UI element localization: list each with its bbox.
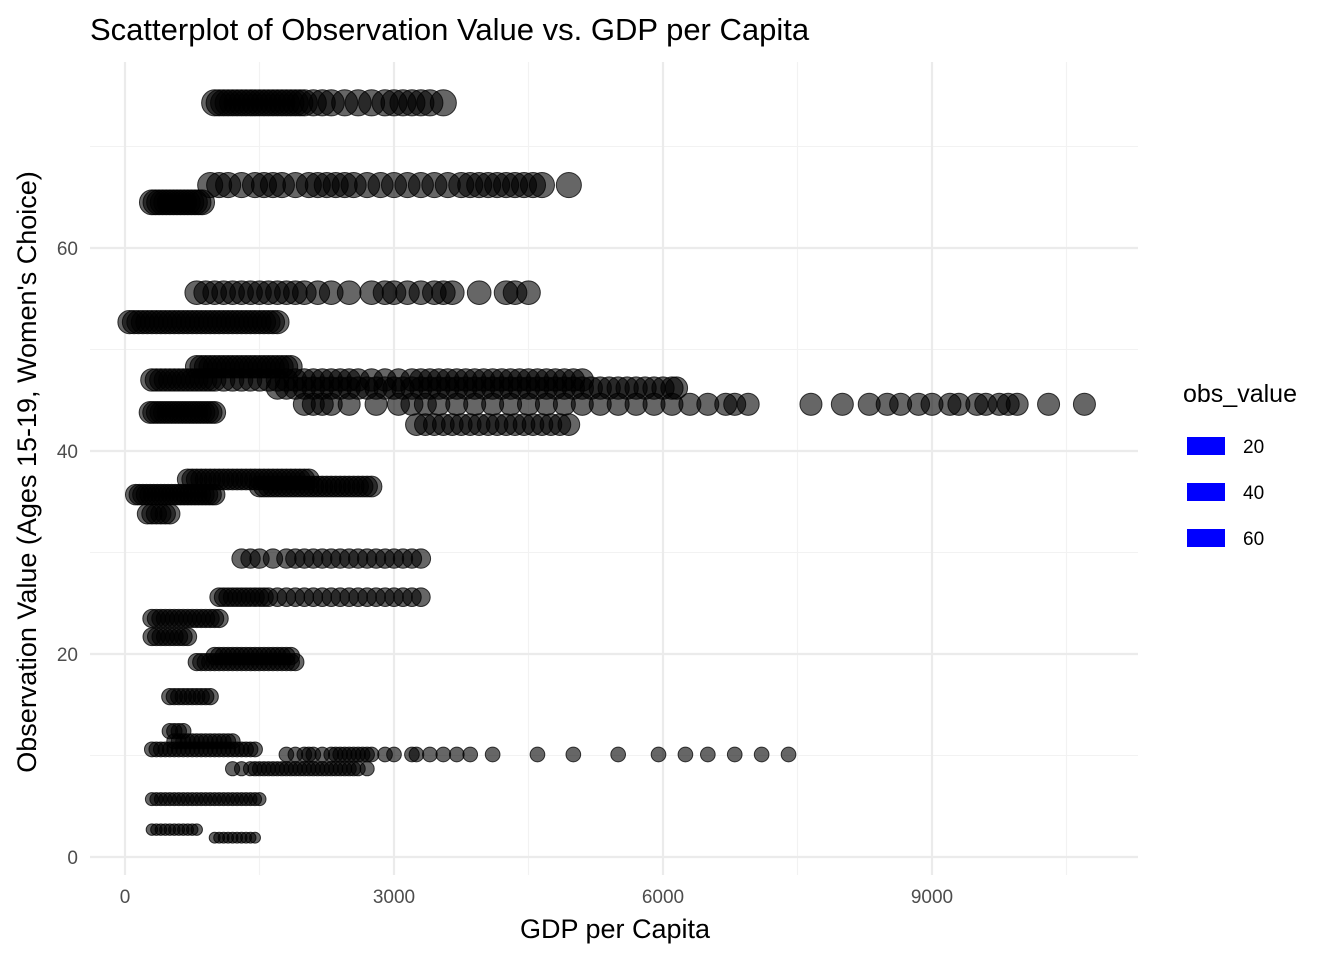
legend-key-point xyxy=(1199,439,1213,453)
legend-keys: 20 40 60 xyxy=(1187,437,1264,550)
data-point xyxy=(252,792,267,807)
data-point xyxy=(1072,392,1096,416)
x-axis-title: GDP per Capita xyxy=(520,914,711,944)
data-point xyxy=(408,746,425,763)
y-tick-label: 0 xyxy=(67,848,78,869)
data-point xyxy=(1037,392,1061,416)
legend-label: 60 xyxy=(1243,529,1264,550)
x-tick-label: 9000 xyxy=(911,887,953,908)
data-point xyxy=(363,746,380,763)
data-point xyxy=(265,309,290,335)
data-point xyxy=(466,280,492,305)
data-point xyxy=(610,746,627,763)
data-point xyxy=(159,503,181,525)
data-point xyxy=(557,413,581,436)
data-point xyxy=(410,548,432,569)
data-point xyxy=(555,172,582,199)
legend-key-point xyxy=(1197,529,1215,547)
data-point xyxy=(435,746,452,763)
data-point xyxy=(799,392,823,416)
data-point xyxy=(830,392,854,416)
data-point xyxy=(209,608,229,629)
data-point xyxy=(677,746,694,763)
data-point xyxy=(528,172,555,199)
data-point xyxy=(1005,392,1029,416)
data-point xyxy=(178,627,198,647)
data-point xyxy=(364,392,388,416)
data-point xyxy=(422,746,438,763)
data-point xyxy=(247,741,263,758)
data-point xyxy=(753,746,770,763)
data-point xyxy=(448,746,465,763)
data-point xyxy=(462,746,479,763)
data-point xyxy=(411,587,431,607)
data-point xyxy=(286,653,305,672)
data-point xyxy=(201,687,219,706)
major-gridlines xyxy=(90,62,1138,875)
data-point xyxy=(189,189,216,216)
data-point xyxy=(203,400,227,424)
legend-label: 40 xyxy=(1243,483,1264,504)
y-tick-label: 40 xyxy=(57,442,78,463)
x-tick-label: 6000 xyxy=(642,887,684,908)
y-tick-label: 60 xyxy=(57,239,78,260)
data-point xyxy=(203,483,226,506)
data-point xyxy=(726,746,743,763)
data-point xyxy=(780,746,797,763)
data-point xyxy=(249,831,261,844)
chart-title: Scatterplot of Observation Value vs. GDP… xyxy=(90,12,810,47)
x-tick-label: 0 xyxy=(120,887,131,908)
data-point xyxy=(736,392,760,416)
data-point xyxy=(484,746,501,763)
data-point xyxy=(699,746,716,763)
minor-gridlines xyxy=(90,62,1138,875)
legend-label: 20 xyxy=(1243,437,1264,458)
y-tick-label: 20 xyxy=(57,645,78,666)
data-point xyxy=(650,746,667,763)
legend-title: obs_value xyxy=(1183,380,1297,408)
data-point xyxy=(360,475,383,498)
data-point xyxy=(565,746,582,763)
legend-key-point xyxy=(1198,484,1214,500)
data-point xyxy=(336,280,362,305)
y-axis-title: Observation Value (Ages 15-19, Women's C… xyxy=(12,171,42,772)
data-point xyxy=(529,746,546,763)
data-points xyxy=(117,89,1096,844)
data-point xyxy=(516,280,541,305)
data-point xyxy=(337,392,361,416)
data-point xyxy=(386,746,402,763)
x-tick-label: 3000 xyxy=(373,887,415,908)
data-point xyxy=(439,280,465,305)
data-point xyxy=(429,89,457,117)
x-axis-ticks: 0 3000 6000 9000 xyxy=(120,887,953,908)
legend: obs_value 20 40 60 xyxy=(1183,380,1297,550)
data-point xyxy=(359,761,375,777)
data-point xyxy=(190,823,203,836)
y-axis-ticks: 0 20 40 60 xyxy=(57,239,78,869)
